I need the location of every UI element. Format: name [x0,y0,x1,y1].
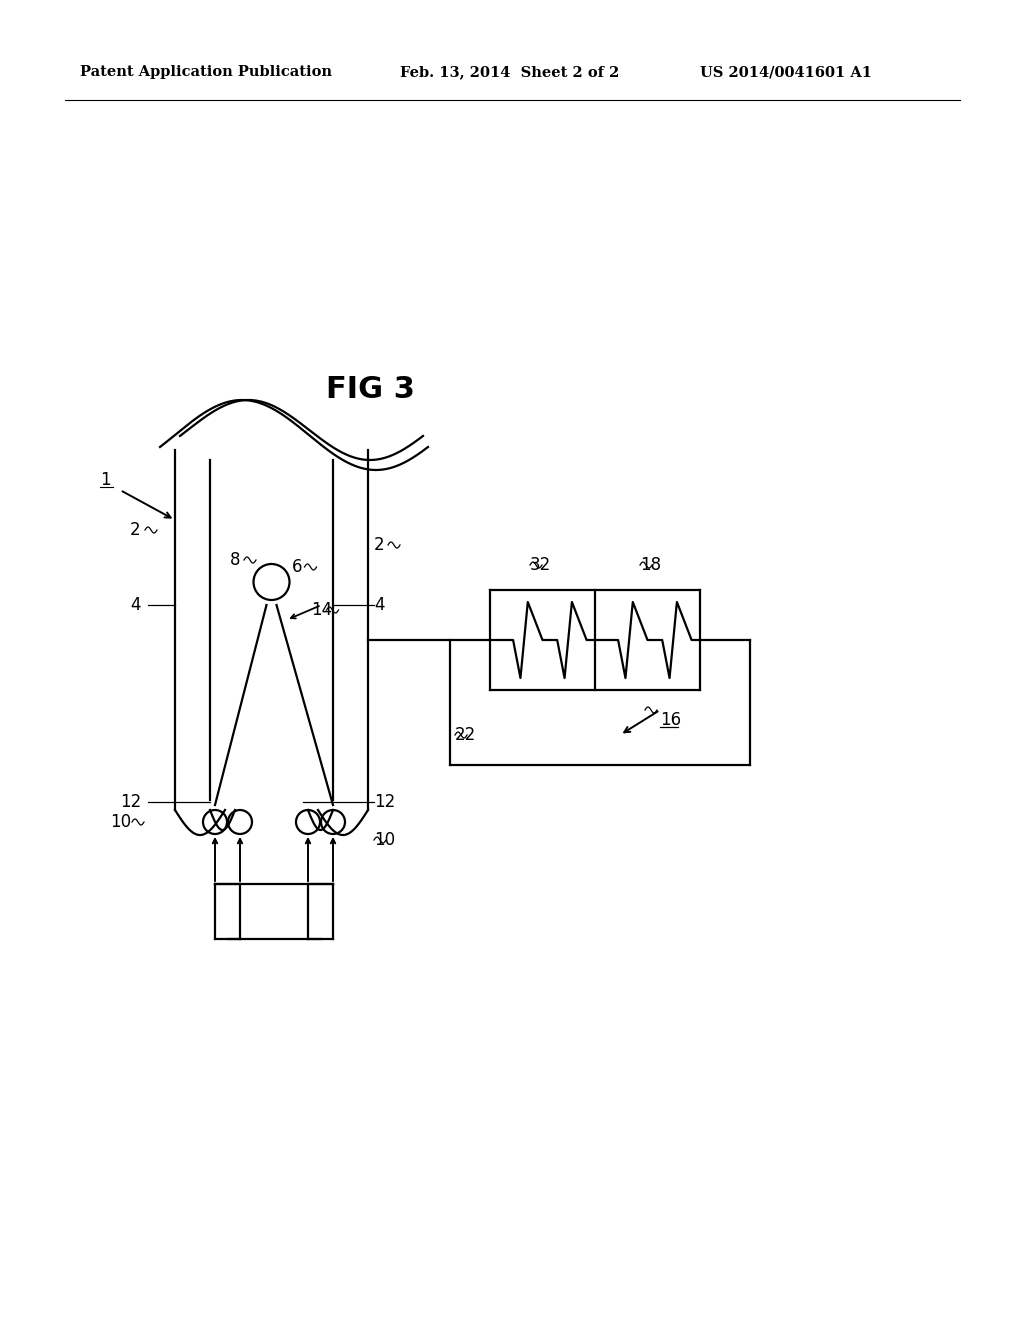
Text: 8: 8 [230,550,241,569]
Text: 1: 1 [100,471,111,488]
Text: Patent Application Publication: Patent Application Publication [80,65,332,79]
Text: 18: 18 [640,556,662,574]
Text: 6: 6 [292,558,302,576]
Text: 10: 10 [374,832,395,849]
Text: 22: 22 [455,726,476,744]
Text: 16: 16 [660,711,681,729]
Text: 14: 14 [311,601,333,619]
Text: Feb. 13, 2014  Sheet 2 of 2: Feb. 13, 2014 Sheet 2 of 2 [400,65,620,79]
Text: 12: 12 [374,793,395,810]
Text: 2: 2 [130,521,140,539]
Text: 4: 4 [130,597,140,614]
Text: 2: 2 [374,536,385,554]
Text: 10: 10 [110,813,131,832]
Text: FIG 3: FIG 3 [326,375,415,404]
Text: 32: 32 [530,556,551,574]
Text: US 2014/0041601 A1: US 2014/0041601 A1 [700,65,872,79]
Text: 12: 12 [120,793,141,810]
Text: 4: 4 [374,597,384,614]
